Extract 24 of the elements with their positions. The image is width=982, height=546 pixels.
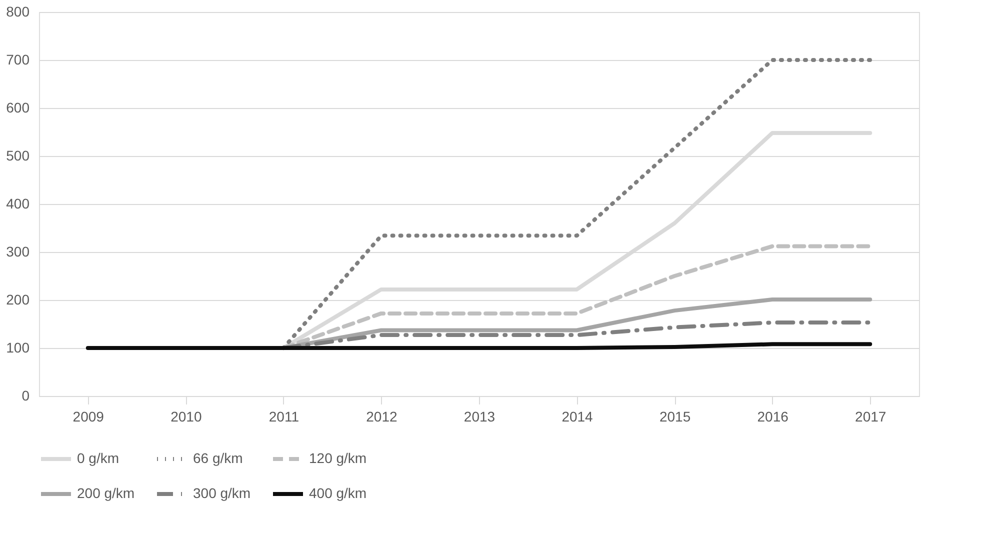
x-tick-label: 2011	[268, 408, 300, 424]
legend-label: 300 g/km	[193, 485, 251, 501]
y-tick-label: 800	[6, 4, 30, 20]
y-tick-label: 0	[22, 388, 30, 404]
x-tick-label: 2015	[659, 408, 691, 424]
y-tick-label: 700	[6, 52, 30, 68]
legend-label: 120 g/km	[309, 450, 367, 466]
y-tick-label: 100	[6, 340, 30, 356]
x-tick-label: 2012	[366, 408, 398, 424]
y-tick-label: 200	[6, 292, 30, 308]
y-tick-label: 300	[6, 244, 30, 260]
y-tick-label: 600	[6, 100, 30, 116]
x-tick-label: 2009	[72, 408, 104, 424]
x-tick-label: 2014	[562, 408, 594, 424]
legend-label: 0 g/km	[77, 450, 120, 466]
legend-label: 400 g/km	[309, 485, 367, 501]
x-tick-label: 2013	[464, 408, 496, 424]
y-tick-label: 500	[6, 148, 30, 164]
x-tick-label: 2016	[757, 408, 789, 424]
y-tick-label: 400	[6, 196, 30, 212]
legend-label: 66 g/km	[193, 450, 243, 466]
x-tick-label: 2017	[855, 408, 886, 424]
x-tick-label: 2010	[170, 408, 202, 424]
legend-label: 200 g/km	[77, 485, 135, 501]
